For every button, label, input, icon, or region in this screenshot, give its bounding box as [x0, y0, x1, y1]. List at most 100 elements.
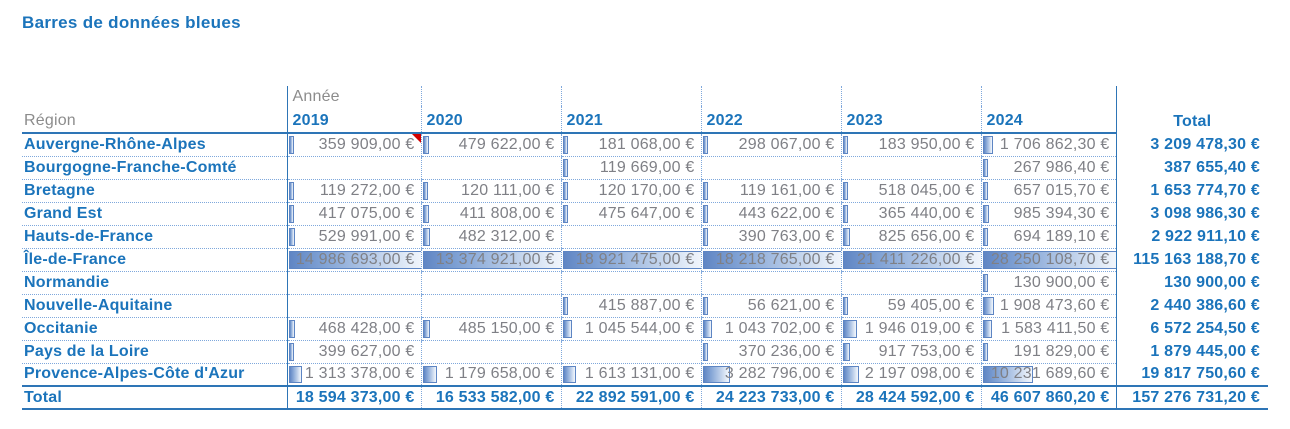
- cell-normandie-2020[interactable]: [420, 271, 561, 295]
- grand-total-overall[interactable]: 157 276 731,20 €: [1115, 385, 1268, 410]
- cell-normandie-2019[interactable]: [286, 271, 421, 295]
- cell-occitanie-2020[interactable]: 485 150,00 €: [420, 317, 561, 341]
- cell-hauts-de-france-2020[interactable]: 482 312,00 €: [420, 225, 561, 249]
- cell-pays-de-la-loire-2022[interactable]: 370 236,00 €: [700, 340, 841, 364]
- row-label-hauts-de-france[interactable]: Hauts-de-France: [22, 225, 287, 249]
- cell-nouvelle-aquitaine-2020[interactable]: [420, 294, 561, 318]
- grand-total-2023[interactable]: 28 424 592,00 €: [840, 385, 981, 410]
- row-total-hauts-de-france[interactable]: 2 922 911,10 €: [1115, 225, 1268, 248]
- cell-hauts-de-france-2023[interactable]: 825 656,00 €: [840, 225, 981, 249]
- cell-bourgogne-franche-comte-2023[interactable]: [840, 156, 981, 180]
- col-header-2019[interactable]: 2019: [286, 106, 421, 134]
- comment-indicator-icon[interactable]: [411, 134, 421, 143]
- row-total-bourgogne-franche-comte[interactable]: 387 655,40 €: [1115, 156, 1268, 179]
- row-total-nouvelle-aquitaine[interactable]: 2 440 386,60 €: [1115, 294, 1268, 317]
- cell-provence-alpes-cote-d-azur-2022[interactable]: 3 282 796,00 €: [700, 363, 841, 387]
- cell-grand-est-2020[interactable]: 411 808,00 €: [420, 202, 561, 226]
- grand-total-2020[interactable]: 16 533 582,00 €: [420, 385, 561, 410]
- cell-normandie-2022[interactable]: [700, 271, 841, 295]
- row-total-grand-est[interactable]: 3 098 986,30 €: [1115, 202, 1268, 225]
- row-total-provence-alpes-cote-d-azur[interactable]: 19 817 750,60 €: [1115, 363, 1268, 386]
- field-label-annee[interactable]: Année: [286, 86, 421, 106]
- cell-occitanie-2023[interactable]: 1 946 019,00 €: [840, 317, 981, 341]
- row-total-normandie[interactable]: 130 900,00 €: [1115, 271, 1268, 294]
- cell-auvergne-rhone-alpes-2019[interactable]: 359 909,00 €: [286, 133, 421, 157]
- cell-bourgogne-franche-comte-2019[interactable]: [286, 156, 421, 180]
- cell-hauts-de-france-2022[interactable]: 390 763,00 €: [700, 225, 841, 249]
- grand-total-2019[interactable]: 18 594 373,00 €: [286, 385, 421, 410]
- row-total-ile-de-france[interactable]: 115 163 188,70 €: [1115, 248, 1268, 271]
- cell-pays-de-la-loire-2020[interactable]: [420, 340, 561, 364]
- grand-total-2021[interactable]: 22 892 591,00 €: [560, 385, 701, 410]
- cell-bretagne-2019[interactable]: 119 272,00 €: [286, 179, 421, 203]
- cell-provence-alpes-cote-d-azur-2020[interactable]: 1 179 658,00 €: [420, 363, 561, 387]
- cell-pays-de-la-loire-2019[interactable]: 399 627,00 €: [286, 340, 421, 364]
- cell-occitanie-2019[interactable]: 468 428,00 €: [286, 317, 421, 341]
- cell-nouvelle-aquitaine-2021[interactable]: 415 887,00 €: [560, 294, 701, 318]
- cell-auvergne-rhone-alpes-2020[interactable]: 479 622,00 €: [420, 133, 561, 157]
- grand-total-2024[interactable]: 46 607 860,20 €: [980, 385, 1116, 410]
- cell-bretagne-2024[interactable]: 657 015,70 €: [980, 179, 1116, 203]
- row-label-normandie[interactable]: Normandie: [22, 271, 287, 295]
- row-label-ile-de-france[interactable]: Île-de-France: [22, 248, 287, 272]
- cell-normandie-2021[interactable]: [560, 271, 701, 295]
- row-field-label[interactable]: Région: [22, 106, 287, 134]
- cell-grand-est-2021[interactable]: 475 647,00 €: [560, 202, 701, 226]
- cell-ile-de-france-2022[interactable]: 18 218 765,00 €: [700, 248, 841, 272]
- cell-bourgogne-franche-comte-2024[interactable]: 267 986,40 €: [980, 156, 1116, 180]
- cell-occitanie-2022[interactable]: 1 043 702,00 €: [700, 317, 841, 341]
- cell-occitanie-2021[interactable]: 1 045 544,00 €: [560, 317, 701, 341]
- cell-bourgogne-franche-comte-2020[interactable]: [420, 156, 561, 180]
- cell-normandie-2024[interactable]: 130 900,00 €: [980, 271, 1116, 295]
- cell-ile-de-france-2020[interactable]: 13 374 921,00 €: [420, 248, 561, 272]
- col-header-2021[interactable]: 2021: [560, 106, 701, 134]
- cell-provence-alpes-cote-d-azur-2019[interactable]: 1 313 378,00 €: [286, 363, 421, 387]
- cell-auvergne-rhone-alpes-2024[interactable]: 1 706 862,30 €: [980, 133, 1116, 157]
- row-label-pays-de-la-loire[interactable]: Pays de la Loire: [22, 340, 287, 364]
- cell-bourgogne-franche-comte-2021[interactable]: 119 669,00 €: [560, 156, 701, 180]
- cell-nouvelle-aquitaine-2022[interactable]: 56 621,00 €: [700, 294, 841, 318]
- cell-auvergne-rhone-alpes-2021[interactable]: 181 068,00 €: [560, 133, 701, 157]
- row-total-bretagne[interactable]: 1 653 774,70 €: [1115, 179, 1268, 202]
- cell-nouvelle-aquitaine-2019[interactable]: [286, 294, 421, 318]
- cell-provence-alpes-cote-d-azur-2021[interactable]: 1 613 131,00 €: [560, 363, 701, 387]
- cell-pays-de-la-loire-2023[interactable]: 917 753,00 €: [840, 340, 981, 364]
- cell-bretagne-2020[interactable]: 120 111,00 €: [420, 179, 561, 203]
- cell-occitanie-2024[interactable]: 1 583 411,50 €: [980, 317, 1116, 341]
- cell-hauts-de-france-2024[interactable]: 694 189,10 €: [980, 225, 1116, 249]
- col-header-2020[interactable]: 2020: [420, 106, 561, 134]
- row-label-bourgogne-franche-comte[interactable]: Bourgogne-Franche-Comté: [22, 156, 287, 180]
- cell-auvergne-rhone-alpes-2022[interactable]: 298 067,00 €: [700, 133, 841, 157]
- cell-grand-est-2024[interactable]: 985 394,30 €: [980, 202, 1116, 226]
- cell-ile-de-france-2021[interactable]: 18 921 475,00 €: [560, 248, 701, 272]
- cell-ile-de-france-2023[interactable]: 21 411 226,00 €: [840, 248, 981, 272]
- row-label-grand-est[interactable]: Grand Est: [22, 202, 287, 226]
- cell-pays-de-la-loire-2024[interactable]: 191 829,00 €: [980, 340, 1116, 364]
- cell-hauts-de-france-2021[interactable]: [560, 225, 701, 249]
- row-label-bretagne[interactable]: Bretagne: [22, 179, 287, 203]
- cell-grand-est-2023[interactable]: 365 440,00 €: [840, 202, 981, 226]
- row-total-auvergne-rhone-alpes[interactable]: 3 209 478,30 €: [1115, 133, 1268, 156]
- cell-ile-de-france-2024[interactable]: 28 250 108,70 €: [980, 248, 1116, 272]
- col-header-total[interactable]: Total: [1115, 106, 1268, 133]
- cell-nouvelle-aquitaine-2024[interactable]: 1 908 473,60 €: [980, 294, 1116, 318]
- cell-bretagne-2023[interactable]: 518 045,00 €: [840, 179, 981, 203]
- row-label-nouvelle-aquitaine[interactable]: Nouvelle-Aquitaine: [22, 294, 287, 318]
- cell-normandie-2023[interactable]: [840, 271, 981, 295]
- row-total-pays-de-la-loire[interactable]: 1 879 445,00 €: [1115, 340, 1268, 363]
- row-label-occitanie[interactable]: Occitanie: [22, 317, 287, 341]
- col-header-2022[interactable]: 2022: [700, 106, 841, 134]
- cell-bourgogne-franche-comte-2022[interactable]: [700, 156, 841, 180]
- grand-total-2022[interactable]: 24 223 733,00 €: [700, 385, 841, 410]
- cell-nouvelle-aquitaine-2023[interactable]: 59 405,00 €: [840, 294, 981, 318]
- cell-provence-alpes-cote-d-azur-2023[interactable]: 2 197 098,00 €: [840, 363, 981, 387]
- cell-bretagne-2021[interactable]: 120 170,00 €: [560, 179, 701, 203]
- cell-grand-est-2022[interactable]: 443 622,00 €: [700, 202, 841, 226]
- cell-grand-est-2019[interactable]: 417 075,00 €: [286, 202, 421, 226]
- cell-provence-alpes-cote-d-azur-2024[interactable]: 10 231 689,60 €: [980, 363, 1116, 387]
- cell-ile-de-france-2019[interactable]: 14 986 693,00 €: [286, 248, 421, 272]
- row-total-occitanie[interactable]: 6 572 254,50 €: [1115, 317, 1268, 340]
- row-label-auvergne-rhone-alpes[interactable]: Auvergne-Rhône-Alpes: [22, 133, 287, 157]
- col-header-2023[interactable]: 2023: [840, 106, 981, 134]
- cell-pays-de-la-loire-2021[interactable]: [560, 340, 701, 364]
